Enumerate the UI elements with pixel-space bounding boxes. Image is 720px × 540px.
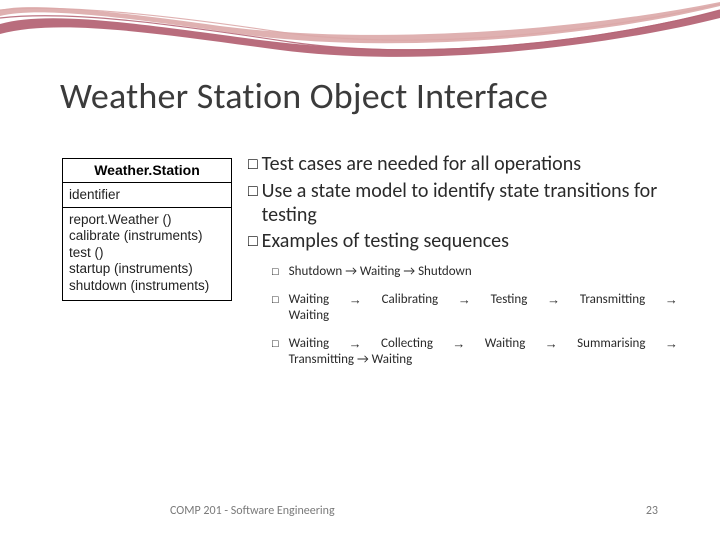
square-bullet-small-icon: □: [272, 266, 279, 278]
uml-class-name: Weather.Station: [63, 159, 231, 183]
bullet-text: Use a state model to identify state tran…: [262, 179, 678, 227]
square-bullet-small-icon: □: [272, 338, 279, 350]
content-area: □ Test cases are needed for all operatio…: [248, 152, 678, 380]
footer-course: COMP 201 - Software Engineering: [170, 504, 335, 518]
uml-attribute: identifier: [63, 183, 231, 208]
sequence-text: Waiting→Calibrating→Testing→Transmitting…: [289, 292, 678, 324]
bullet-text: Examples of testing sequences: [262, 229, 509, 253]
uml-op: calibrate (instruments): [69, 228, 225, 244]
bullet-text: Test cases are needed for all operations: [262, 152, 581, 176]
uml-op: startup (instruments): [69, 261, 225, 277]
bullet-item: □ Test cases are needed for all operatio…: [248, 152, 678, 177]
square-bullet-icon: □: [248, 153, 258, 177]
bullet-item: □ Use a state model to identify state tr…: [248, 179, 678, 227]
sequence-text: Waiting→Collecting→Waiting→Summarising→T…: [289, 336, 678, 368]
uml-op: shutdown (instruments): [69, 278, 225, 294]
sequence-text: Shutdown → Waiting → Shutdown: [289, 264, 678, 280]
slide-title: Weather Station Object Interface: [60, 74, 548, 118]
uml-op: test (): [69, 245, 225, 261]
slide: Weather Station Object Interface Weather…: [0, 0, 720, 540]
uml-operations: report.Weather () calibrate (instruments…: [63, 208, 231, 300]
sequence-item: □ Waiting→Collecting→Waiting→Summarising…: [272, 336, 678, 368]
square-bullet-small-icon: □: [272, 294, 279, 306]
sequence-item: □ Shutdown → Waiting → Shutdown: [272, 264, 678, 280]
bullet-item: □ Examples of testing sequences: [248, 229, 678, 254]
sequence-list: □ Shutdown → Waiting → Shutdown □ Waitin…: [272, 264, 678, 368]
square-bullet-icon: □: [248, 230, 258, 254]
uml-class-box: Weather.Station identifier report.Weathe…: [62, 158, 232, 301]
square-bullet-icon: □: [248, 180, 258, 204]
footer-page-number: 23: [646, 504, 658, 518]
uml-op: report.Weather (): [69, 212, 225, 228]
sequence-item: □ Waiting→Calibrating→Testing→Transmitti…: [272, 292, 678, 324]
